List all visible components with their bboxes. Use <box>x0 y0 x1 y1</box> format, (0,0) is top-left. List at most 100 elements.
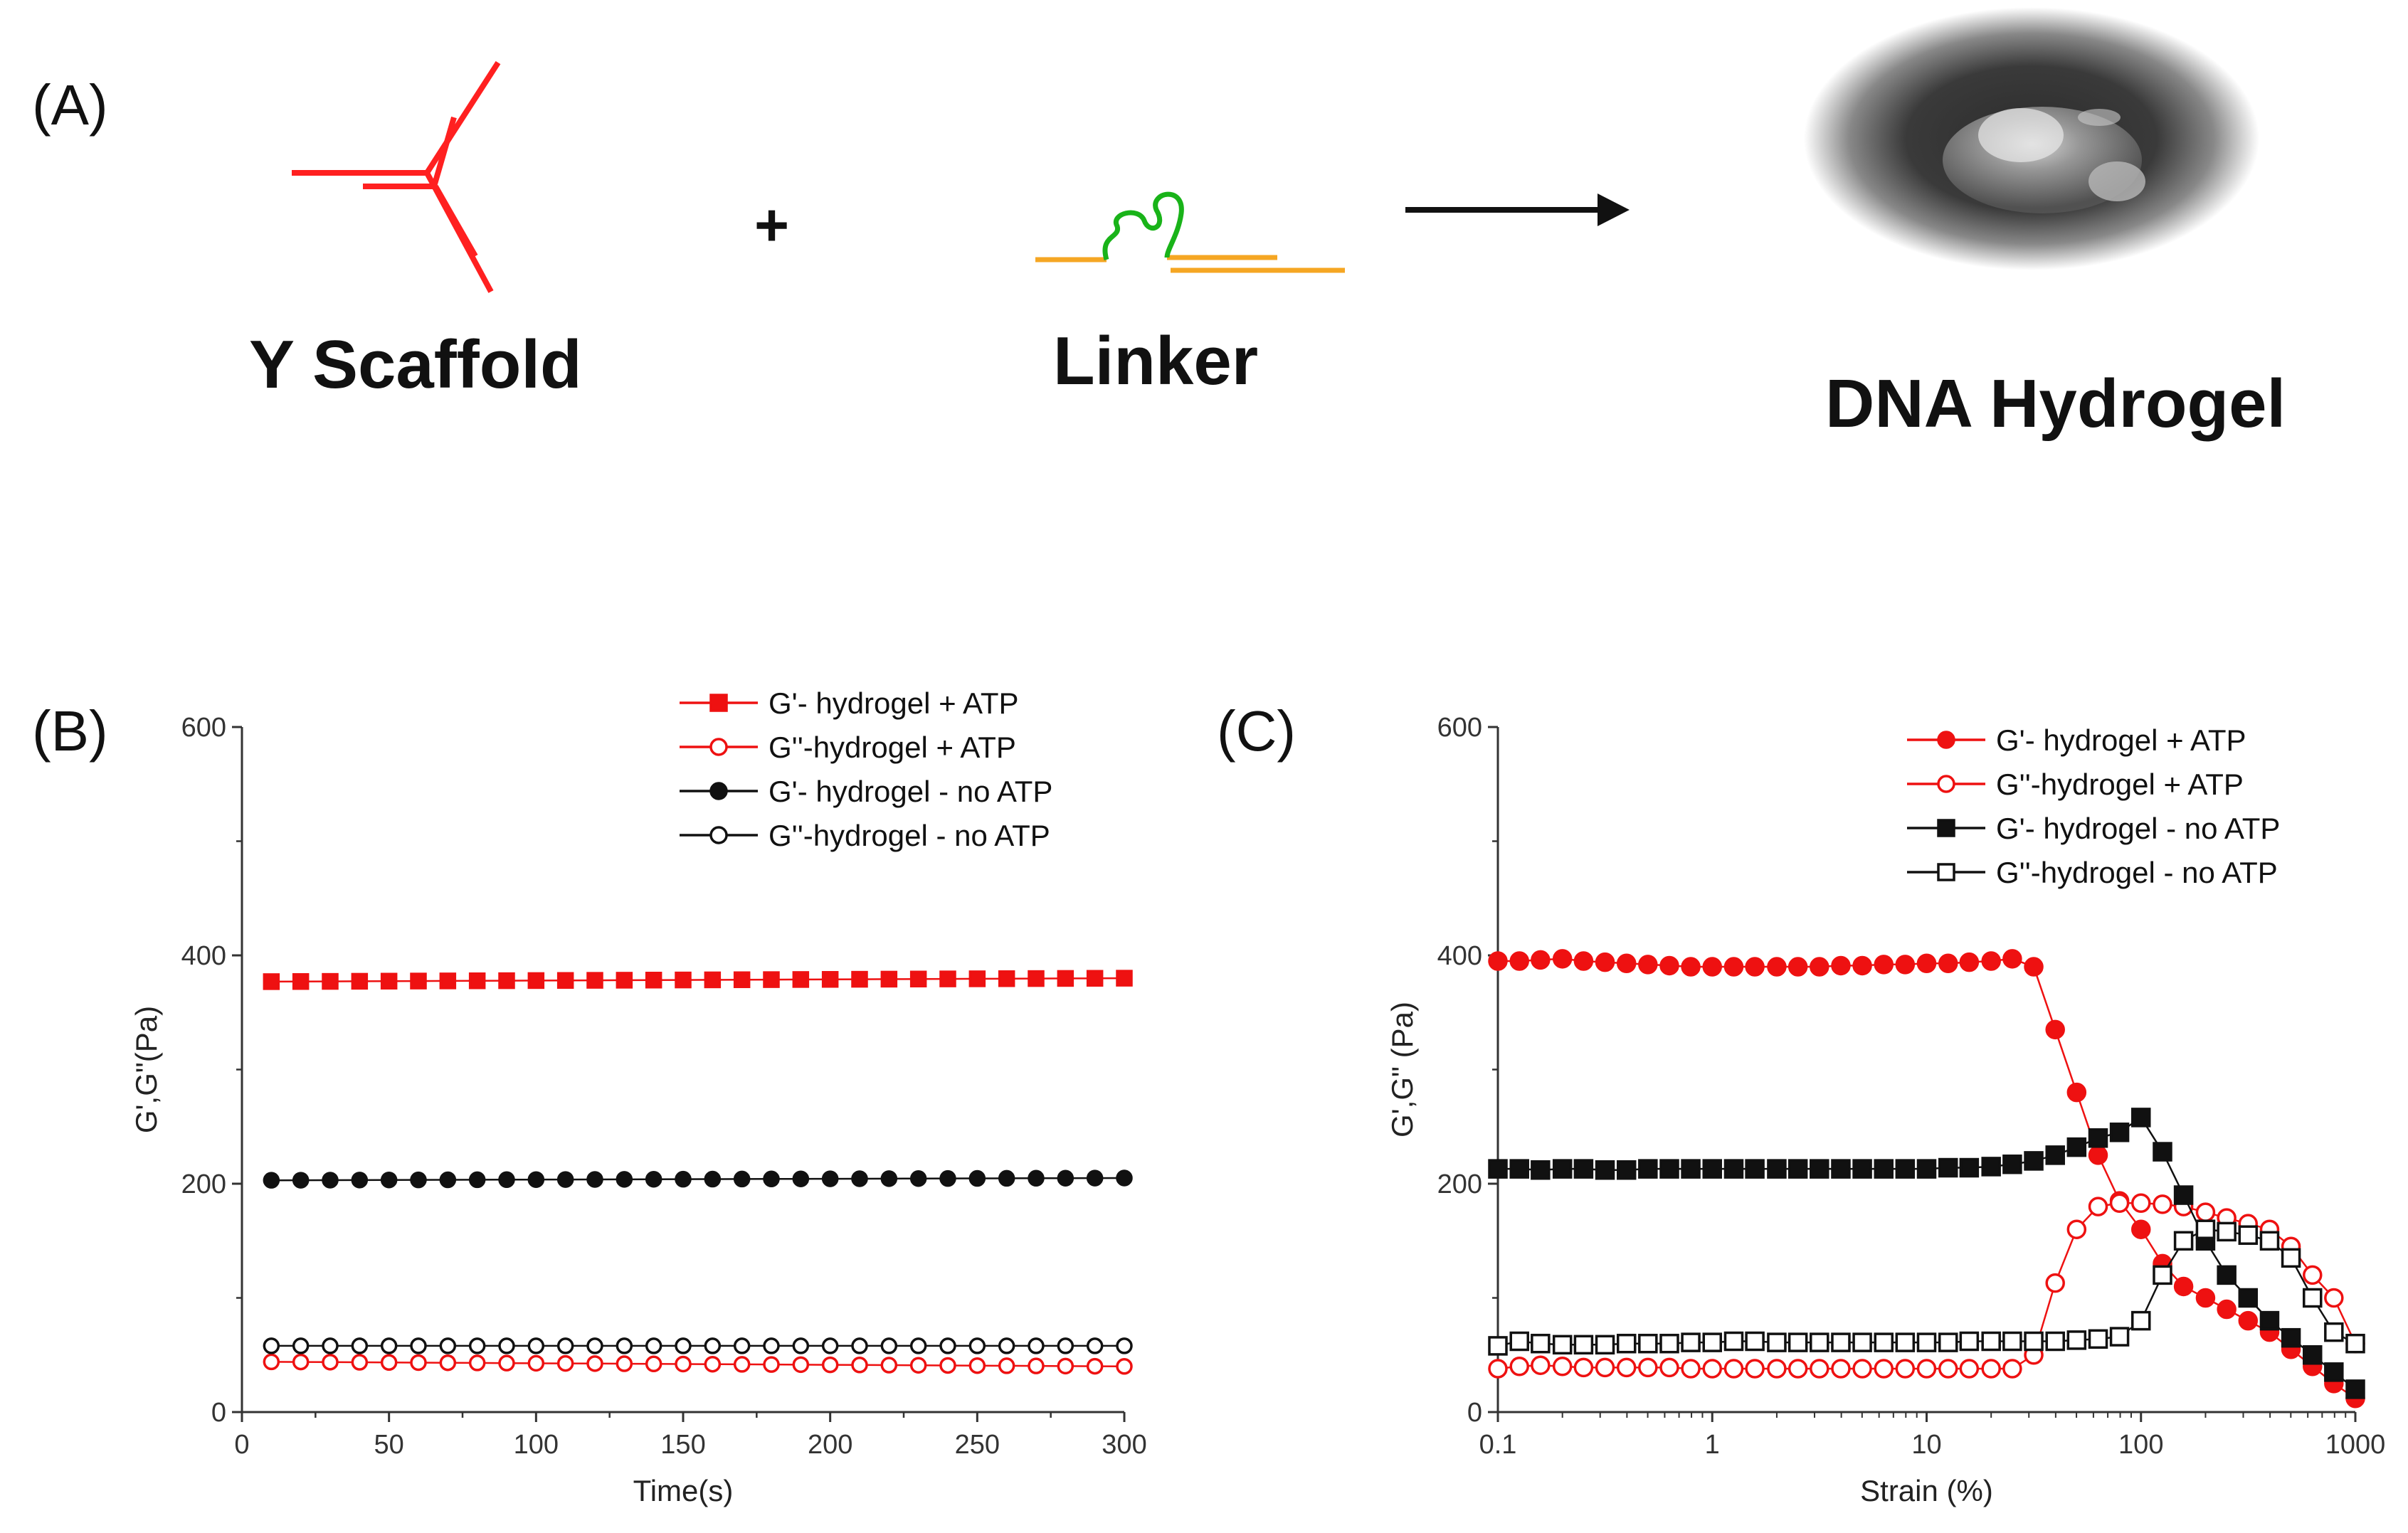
data-point <box>2066 1137 2087 1157</box>
data-point <box>1810 957 1829 977</box>
data-point <box>556 1354 574 1372</box>
data-point <box>1959 1331 1980 1352</box>
data-point <box>2238 1288 2259 1308</box>
data-point <box>556 972 574 990</box>
data-point <box>1531 1160 1551 1180</box>
data-point <box>2045 1331 2065 1352</box>
data-point <box>733 1356 751 1373</box>
data-point <box>410 972 427 990</box>
data-point <box>527 1337 545 1354</box>
legend-marker <box>1937 731 1955 749</box>
data-point <box>1509 1331 1529 1352</box>
data-point <box>733 1170 751 1188</box>
data-point <box>2324 1322 2344 1342</box>
data-point <box>733 971 751 989</box>
data-point <box>1552 949 1573 969</box>
series-line <box>271 977 1125 983</box>
data-point <box>2173 1185 2194 1205</box>
data-point <box>2002 1154 2022 1174</box>
data-point <box>1531 1355 1551 1375</box>
data-point <box>821 1356 839 1374</box>
data-point <box>527 1354 545 1372</box>
data-point <box>2045 1019 2065 1040</box>
data-point <box>1028 1169 1045 1187</box>
plus-sign: + <box>754 191 789 258</box>
data-point <box>763 971 780 988</box>
data-point <box>968 1169 986 1187</box>
legend-marker <box>1937 775 1955 793</box>
data-point <box>1767 1159 1787 1179</box>
scaffold-label: Y Scaffold <box>249 327 582 403</box>
data-point <box>880 1170 898 1187</box>
data-point <box>1745 1331 1765 1352</box>
data-point <box>939 1169 956 1187</box>
data-point <box>468 1337 486 1354</box>
data-point <box>1638 1357 1658 1378</box>
data-point <box>1116 970 1133 987</box>
data-point <box>1916 953 1937 973</box>
data-point <box>998 1357 1015 1374</box>
data-point <box>498 972 515 990</box>
data-point <box>2217 1265 2237 1285</box>
data-point <box>1681 1359 1701 1379</box>
data-point <box>1895 1159 1916 1179</box>
data-point <box>498 1171 515 1189</box>
data-point <box>792 1170 810 1187</box>
data-point <box>851 1170 868 1187</box>
data-point <box>909 1357 927 1374</box>
data-point <box>792 1356 810 1374</box>
y-tick-label: 0 <box>1467 1398 1482 1428</box>
data-point <box>380 1171 398 1189</box>
data-point <box>468 1171 486 1189</box>
data-point <box>1938 1359 1958 1379</box>
x-tick-label: 50 <box>374 1430 404 1460</box>
data-point <box>1852 1359 1872 1379</box>
data-point <box>2303 1288 2323 1308</box>
data-point <box>1488 1159 1508 1179</box>
legend: G'- hydrogel + ATP G''-hydrogel + ATP G'- … <box>680 686 1052 852</box>
data-point <box>1787 1359 1808 1379</box>
data-point <box>2066 1219 2087 1239</box>
data-point <box>1116 1169 1133 1187</box>
data-point <box>2195 1288 2216 1308</box>
data-point <box>939 1357 956 1374</box>
x-tick-label: 10 <box>1911 1430 1941 1460</box>
x-tick-label: 100 <box>514 1430 559 1460</box>
data-point <box>380 1337 398 1354</box>
data-point <box>851 970 868 988</box>
data-point <box>1874 1359 1894 1379</box>
data-point <box>263 1353 280 1371</box>
data-point <box>616 1171 633 1188</box>
data-point <box>998 970 1015 987</box>
data-point <box>263 1172 280 1189</box>
y-tick-label: 400 <box>181 941 226 971</box>
data-point <box>263 973 280 990</box>
data-point <box>1659 1333 1679 1354</box>
data-point <box>2303 1265 2323 1285</box>
panel-a-label: (A) <box>32 73 108 137</box>
series-line <box>271 1361 1125 1368</box>
data-point <box>2173 1231 2194 1251</box>
series-4 <box>1488 1219 2365 1356</box>
data-point <box>2024 957 2044 977</box>
data-point <box>1723 957 1744 977</box>
legend-label: G''-hydrogel + ATP <box>769 731 1016 764</box>
data-point <box>1616 1357 1637 1378</box>
data-point <box>1810 1332 1829 1352</box>
data-point <box>1831 1159 1851 1179</box>
data-point <box>2217 1299 2237 1320</box>
data-point <box>468 972 486 990</box>
data-point <box>1745 957 1765 977</box>
data-point <box>2045 1273 2065 1293</box>
data-point <box>2195 1202 2216 1222</box>
data-point <box>1874 955 1894 975</box>
data-point <box>1895 955 1916 975</box>
data-point <box>1852 1159 1872 1179</box>
data-point <box>1616 1160 1637 1180</box>
data-point <box>645 1170 662 1188</box>
data-point <box>1057 970 1074 987</box>
data-point <box>351 1172 369 1189</box>
y-scaffold-icon <box>292 60 501 293</box>
series-1 <box>1488 949 2365 1409</box>
data-point <box>351 972 369 990</box>
